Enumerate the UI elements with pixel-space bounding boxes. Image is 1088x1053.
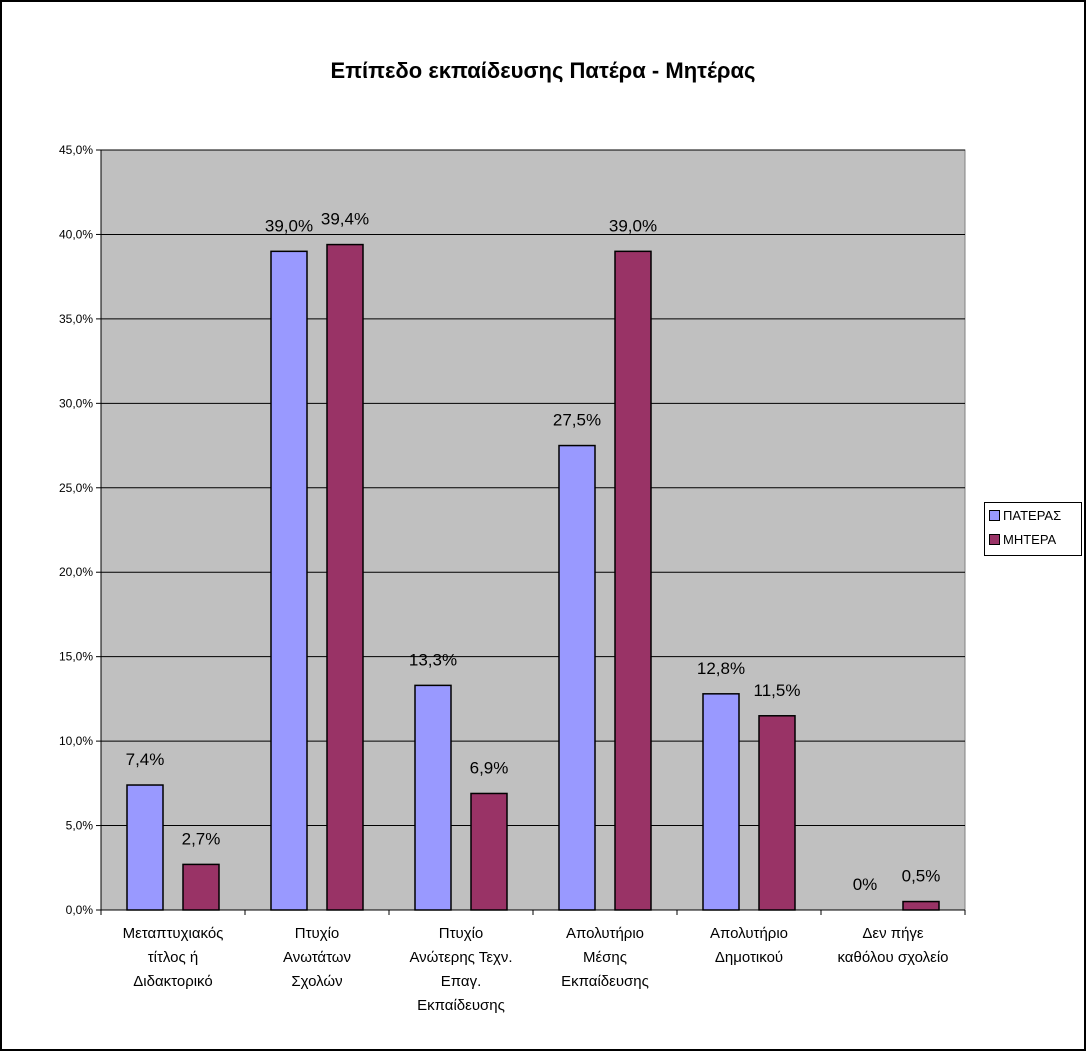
data-label: 39,0% — [265, 216, 313, 235]
y-tick-label: 25,0% — [59, 481, 93, 495]
x-tick-label: Σχολών — [291, 973, 342, 990]
data-label: 0% — [853, 875, 878, 894]
y-tick-label: 15,0% — [59, 650, 93, 664]
legend-label-father: ΠΑΤΕΡΑΣ — [1003, 507, 1062, 523]
data-label: 27,5% — [553, 411, 601, 430]
legend-label-mother: ΜΗΤΕΡΑ — [1003, 531, 1057, 547]
bar-mother — [182, 863, 220, 911]
bar-mother — [470, 792, 508, 911]
data-label: 11,5% — [754, 681, 801, 700]
x-tick-label: Πτυχίο — [439, 925, 484, 942]
bar-father — [126, 784, 164, 911]
x-tick-label: Εκπαίδευσης — [417, 997, 505, 1014]
legend-swatch-father — [989, 509, 1000, 521]
y-tick-label: 5,0% — [66, 819, 94, 833]
x-tick-label: Διδακτορικό — [133, 973, 212, 990]
x-tick-label: Δεν πήγε — [862, 925, 924, 942]
x-tick-label: Απολυτήριο — [566, 925, 644, 942]
legend: ΠΑΤΕΡΑΣ ΜΗΤΕΡΑ — [984, 502, 1082, 556]
data-label: 12,8% — [697, 659, 745, 678]
legend-item-mother: ΜΗΤΕΡΑ — [985, 527, 1081, 551]
bar-mother — [326, 243, 364, 911]
data-label: 6,9% — [470, 758, 509, 777]
y-tick-label: 10,0% — [59, 734, 93, 748]
bar-father — [558, 444, 596, 911]
y-tick-label: 0,0% — [66, 903, 94, 917]
data-label: 2,7% — [182, 829, 221, 848]
y-tick-label: 20,0% — [59, 565, 93, 579]
x-tick-label: Απολυτήριο — [710, 925, 788, 942]
y-tick-label: 30,0% — [59, 396, 93, 410]
data-label: 39,0% — [609, 216, 657, 235]
bar-mother — [902, 900, 940, 911]
data-label: 13,3% — [409, 650, 457, 669]
plot-area — [100, 149, 966, 911]
bar-father — [702, 693, 740, 911]
x-tick-label: τίτλος ή — [148, 949, 199, 966]
bar-mother — [614, 250, 652, 911]
x-tick-label: Μέσης — [583, 949, 627, 966]
x-tick-label: Ανωτάτων — [283, 949, 351, 966]
data-label: 7,4% — [126, 750, 165, 769]
x-tick-label: Ανώτερης Τεχν. — [409, 949, 512, 966]
legend-item-father: ΠΑΤΕΡΑΣ — [985, 503, 1081, 527]
x-tick-label: Πτυχίο — [295, 925, 340, 942]
bar-father — [414, 684, 452, 911]
legend-swatch-mother — [989, 533, 1000, 545]
y-tick-label: 45,0% — [59, 143, 93, 157]
x-tick-label: καθόλου σχολείο — [837, 949, 948, 966]
data-label: 39,4% — [321, 210, 369, 229]
y-tick-label: 35,0% — [59, 312, 93, 326]
bar-father — [270, 250, 308, 911]
x-tick-label: Μεταπτυχιακός — [123, 925, 224, 942]
bar-mother — [758, 715, 796, 911]
data-label: 0,5% — [902, 867, 941, 886]
x-tick-label: Δημοτικού — [715, 949, 783, 966]
x-tick-label: Επαγ. — [441, 973, 481, 990]
x-tick-label: Εκπαίδευσης — [561, 973, 649, 990]
y-tick-label: 40,0% — [59, 227, 93, 241]
chart-title: Επίπεδο εκπαίδευσης Πατέρα - Μητέρας — [330, 58, 756, 83]
